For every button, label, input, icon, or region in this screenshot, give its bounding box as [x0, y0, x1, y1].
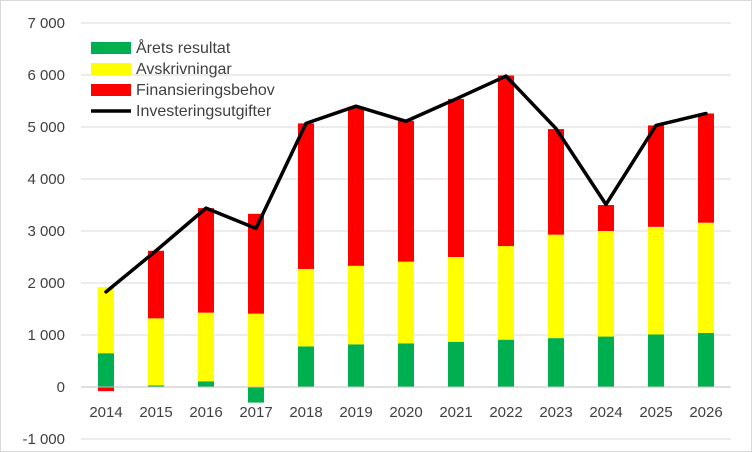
bar--rets-resultat-2024	[598, 336, 614, 387]
x-tick-label: 2024	[589, 404, 622, 421]
x-tick-label: 2014	[89, 404, 122, 421]
axes: -1 000 0 1 000 2 000 3 000 4 000 5 000 6 000 7 0…	[22, 15, 731, 448]
bar--rets-resultat-2023	[548, 338, 564, 387]
y-tick-label: 0	[57, 379, 65, 396]
bar-finansieringsbehov-2024	[598, 205, 614, 231]
bar-finansieringsbehov-2021	[448, 98, 464, 257]
bar-finansieringsbehov-2015	[148, 250, 164, 319]
y-tick-label: -1 000	[22, 431, 65, 448]
bar--rets-resultat-2018	[298, 346, 314, 387]
bar--rets-resultat-2025	[648, 334, 664, 387]
x-tick-label: 2016	[189, 404, 222, 421]
y-tick-label: 2 000	[27, 275, 65, 292]
bar-avskrivningar-2018	[298, 268, 314, 347]
bar-finansieringsbehov-2022	[498, 75, 514, 247]
x-tick-label: 2023	[539, 404, 572, 421]
bar-series	[98, 75, 714, 403]
x-tick-label: 2020	[389, 404, 422, 421]
bar-avskrivningar-2021	[448, 257, 464, 342]
bar-avskrivningar-2017	[248, 313, 264, 387]
bar--rets-resultat-2026	[698, 332, 714, 387]
bar-finansieringsbehov-2017	[248, 213, 264, 314]
bar--rets-resultat-2020	[398, 343, 414, 387]
bar-finansieringsbehov-2014	[98, 387, 114, 392]
legend-label: Investeringsutgifter	[136, 103, 272, 120]
y-tick-label: 1 000	[27, 327, 65, 344]
bar-finansieringsbehov-2025	[648, 125, 664, 227]
y-tick-label: 7 000	[27, 15, 65, 32]
bar-avskrivningar-2015	[148, 318, 164, 386]
bar--rets-resultat-2016	[198, 381, 214, 387]
legend-swatch	[91, 63, 131, 75]
y-tick-label: 3 000	[27, 223, 65, 240]
x-tick-label: 2019	[339, 404, 372, 421]
bar-avskrivningar-2022	[498, 246, 514, 340]
x-tick-label: 2017	[239, 404, 272, 421]
bar-finansieringsbehov-2018	[298, 123, 314, 269]
y-tick-label: 6 000	[27, 67, 65, 84]
legend-swatch	[91, 84, 131, 96]
line-series	[104, 74, 708, 294]
bar-finansieringsbehov-2023	[548, 129, 564, 235]
bar-avskrivningar-2024	[598, 231, 614, 337]
bar-avskrivningar-2026	[698, 222, 714, 333]
legend-swatch	[91, 42, 131, 54]
bar--rets-resultat-2017	[248, 387, 264, 403]
bar-avskrivningar-2020	[398, 261, 414, 344]
y-tick-label: 4 000	[27, 171, 65, 188]
x-tick-label: 2025	[639, 404, 672, 421]
x-tick-label: 2026	[689, 404, 722, 421]
legend-label: Finansieringsbehov	[136, 82, 275, 99]
x-tick-label: 2022	[489, 404, 522, 421]
legend: Årets resultat Avskrivningar Finansierings…	[91, 38, 275, 120]
bar-finansieringsbehov-2019	[348, 106, 364, 266]
bar--rets-resultat-2022	[498, 339, 514, 387]
bar-avskrivningar-2025	[648, 226, 664, 335]
x-tick-label: 2021	[439, 404, 472, 421]
x-tick-label: 2015	[139, 404, 172, 421]
x-tick-label: 2018	[289, 404, 322, 421]
bar-finansieringsbehov-2026	[698, 113, 714, 223]
bar--rets-resultat-2021	[448, 341, 464, 387]
bar--rets-resultat-2019	[348, 344, 364, 387]
legend-label: Årets resultat	[136, 38, 231, 57]
bar-finansieringsbehov-2020	[398, 120, 414, 262]
bar-avskrivningar-2023	[548, 234, 564, 339]
bar--rets-resultat-2015	[148, 385, 164, 387]
legend-label: Avskrivningar	[136, 61, 232, 78]
y-tick-label: 5 000	[27, 119, 65, 136]
bar--rets-resultat-2014	[98, 353, 114, 387]
bar-finansieringsbehov-2016	[198, 208, 214, 313]
bar-avskrivningar-2016	[198, 312, 214, 382]
bar-avskrivningar-2019	[348, 265, 364, 345]
bar-avskrivningar-2014	[98, 287, 114, 354]
